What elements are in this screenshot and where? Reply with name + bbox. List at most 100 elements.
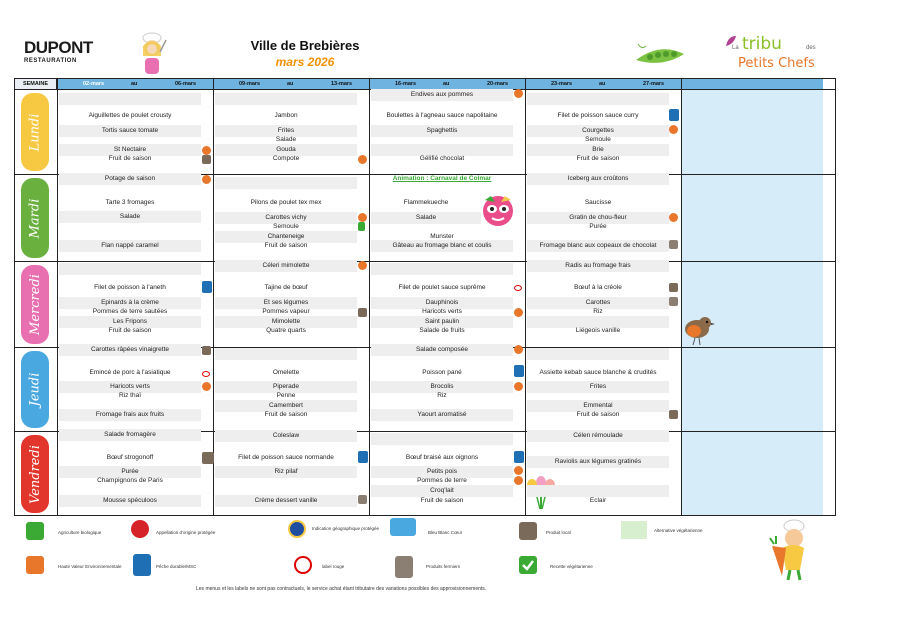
- menu-item: Riz: [437, 392, 447, 399]
- menu-item: [527, 348, 669, 360]
- legend-label: Agriculture biologique: [58, 530, 102, 535]
- menu-item: Carottes vichy: [215, 212, 357, 224]
- msc-icon: [202, 281, 212, 293]
- week-to: 27-mars: [643, 81, 665, 87]
- menu-item: [59, 225, 201, 237]
- legend-label: Alternative végétarienne: [654, 528, 703, 533]
- menu-item: Camembert: [215, 400, 357, 412]
- hve-icon: [202, 146, 211, 155]
- menu-item: Célen rémoulade: [527, 430, 669, 442]
- day-label-jeudi: Jeudi: [21, 351, 49, 428]
- aop-icon: [131, 520, 149, 538]
- menu-item: Filet de poisson sauce curry: [557, 112, 639, 119]
- week-header-2: 09-mars au 13-mars: [213, 79, 369, 89]
- produit-local-icon: [202, 155, 211, 164]
- menu-item: Salade: [371, 212, 481, 224]
- alternative-vegetarienne-swatch: [621, 521, 647, 539]
- produit-local-icon: [358, 308, 367, 317]
- menu-item: Tajine de bœuf: [264, 284, 308, 291]
- produits-fermiers-icon: [358, 495, 367, 504]
- menu-item: [59, 263, 201, 275]
- menu-item: [527, 485, 669, 497]
- week-au: au: [599, 81, 606, 87]
- page-title: Ville de Brebières: [250, 38, 360, 53]
- legend-label: Produits fermiers: [426, 564, 461, 569]
- produit-local-icon: [202, 346, 211, 355]
- menu-item: Fruit de saison: [108, 327, 152, 334]
- hve-icon: [514, 382, 523, 391]
- menu-item: Eclair: [589, 497, 607, 504]
- extra-column: [681, 89, 823, 515]
- menu-item: Omelette: [272, 369, 300, 376]
- menu-item: Saint paulin: [371, 316, 513, 328]
- menu-item: Liégeois vanille: [575, 327, 621, 334]
- day-label-mardi: Mardi: [21, 178, 49, 258]
- hve-icon: [514, 345, 523, 354]
- menu-item: [215, 475, 357, 487]
- menu-item: Haricots verts: [422, 308, 462, 315]
- menu-item: Chanteneige: [215, 231, 357, 243]
- menu-item: Riz: [593, 308, 603, 315]
- semaine-header: SEMAINE: [15, 79, 57, 89]
- menu-item: [527, 93, 669, 105]
- tribu-petits-chefs-logo: La tribu des Petits Chefs: [724, 34, 824, 76]
- menu-item: Fruit de saison: [264, 411, 308, 418]
- day-label-mercredi: Mercredi: [21, 265, 49, 344]
- label-rouge-icon: [294, 556, 312, 574]
- produits-fermiers-icon: [669, 297, 678, 306]
- hve-icon: [669, 213, 678, 222]
- menu-item: Fruit de saison: [420, 497, 464, 504]
- legend-label: Appellation d'origine protégée: [156, 530, 216, 535]
- msc-icon: [358, 451, 368, 463]
- menu-item: Bœuf strogonoff: [106, 454, 154, 461]
- week-header-3: 16-mars au 20-mars: [369, 79, 525, 89]
- produits-fermiers-icon: [395, 556, 413, 578]
- animation-label: Animation : Carnaval de Colmar: [392, 175, 492, 182]
- menu-item: Pommes de terre sautées: [92, 308, 168, 315]
- tribu-sub-text: Petits Chefs: [738, 56, 815, 71]
- menu-item: Fromage frais aux fruits: [59, 409, 201, 421]
- bleu-blanc-coeur-icon: [390, 518, 416, 536]
- menu-item: [527, 316, 669, 328]
- menu-item: Compote: [272, 155, 300, 162]
- menu-item: Petits pois: [371, 466, 513, 478]
- menu-item: Spaghettis: [371, 125, 513, 137]
- hve-icon: [358, 261, 367, 270]
- day-name: Mercredi: [27, 274, 43, 335]
- day-label-lundi: Lundi: [21, 93, 49, 171]
- dupont-logo: DUPONT RESTAURATION: [24, 38, 94, 72]
- menu-item: Boulettes à l'agneau sauce napolitaine: [386, 112, 498, 119]
- menu-item: Céleri mimolette: [215, 260, 357, 272]
- menu-item: Haricots verts: [59, 381, 201, 393]
- menu-item: Salade: [275, 136, 297, 143]
- menu-item: Fruit de saison: [576, 411, 620, 418]
- menu-item: Courgettes: [527, 125, 669, 137]
- menu-item: Penne: [276, 392, 296, 399]
- logo-main-text: DUPONT: [24, 38, 93, 57]
- legend-label: label rouge: [322, 564, 345, 569]
- week-au: au: [131, 81, 138, 87]
- menu-item: Gouda: [215, 144, 357, 156]
- week-header-5: [681, 79, 823, 89]
- menu-item: Pommes vapeur: [262, 308, 310, 315]
- page-subtitle: mars 2026: [275, 55, 335, 69]
- menu-item: Bœuf à la créole: [574, 284, 622, 291]
- menu-item: [215, 93, 357, 105]
- menu-item: Purée: [589, 223, 607, 230]
- menu-item: Frites: [215, 125, 357, 137]
- menu-item: Flammekueche: [403, 199, 449, 206]
- menu-item: Saucisse: [584, 199, 612, 206]
- menu-item: Semoule: [273, 223, 299, 230]
- menu-item: Crème dessert vanille: [215, 495, 357, 507]
- menu-item: Tarte 3 fromages: [105, 199, 155, 206]
- menu-item: Salade: [59, 211, 201, 223]
- carrot-chef-mascot: [769, 519, 805, 581]
- legend-label: Haute Valeur Environnementale: [58, 564, 122, 569]
- hve-icon: [358, 155, 367, 164]
- day-name: Jeudi: [27, 372, 43, 407]
- menu-item: Emincé de porc à l'asiatique: [89, 369, 171, 376]
- ab-bio-icon: [26, 522, 44, 540]
- menu-item: Yaourt aromatisé: [371, 409, 513, 421]
- menu-item: St Nectaire: [59, 144, 201, 156]
- week-au: au: [443, 81, 450, 87]
